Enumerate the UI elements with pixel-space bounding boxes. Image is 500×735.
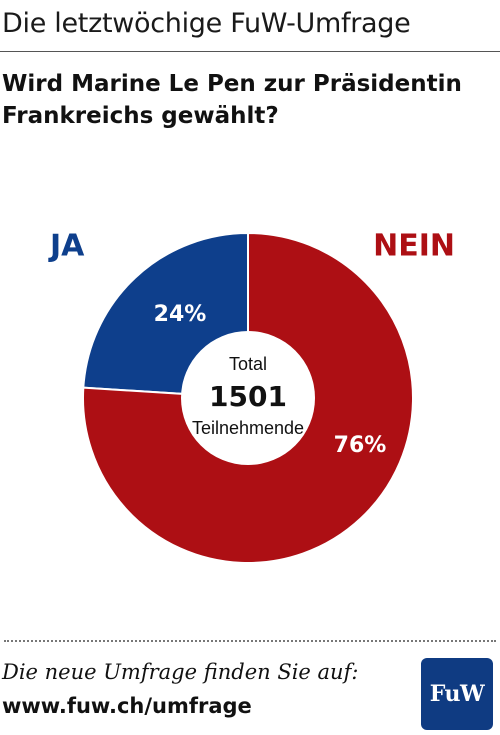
survey-question: Wird Marine Le Pen zur Präsidentin Frank… xyxy=(2,71,462,129)
survey-link[interactable]: www.fuw.ch/umfrage xyxy=(2,694,252,718)
center-total-value: 1501 xyxy=(209,380,287,413)
slice-label-nein: 76% xyxy=(334,433,387,458)
fuw-logo[interactable]: FuW xyxy=(421,658,493,730)
center-participants-label: Teilnehmende xyxy=(192,418,304,438)
legend-label-ja: JA xyxy=(48,229,85,264)
footer-divider xyxy=(4,640,496,642)
slice-label-ja: 24% xyxy=(154,302,207,327)
header-divider xyxy=(0,51,500,52)
donut-hole xyxy=(181,331,315,465)
page-title: Die letztwöchige FuW-Umfrage xyxy=(2,8,411,39)
slice-nein xyxy=(82,231,414,564)
legend-label-nein: NEIN xyxy=(373,229,455,264)
donut-chart-svg: 24% JA 76% NEIN Total 1501 Teilnehmende xyxy=(48,229,455,564)
footer-note: Die neue Umfrage finden Sie auf: xyxy=(2,660,359,684)
donut-chart: 24% JA 76% NEIN Total 1501 Teilnehmende xyxy=(0,200,500,600)
fuw-logo-text: FuW xyxy=(429,681,485,707)
center-total-label: Total xyxy=(229,354,267,374)
header: Die letztwöchige FuW-Umfrage xyxy=(0,0,500,52)
